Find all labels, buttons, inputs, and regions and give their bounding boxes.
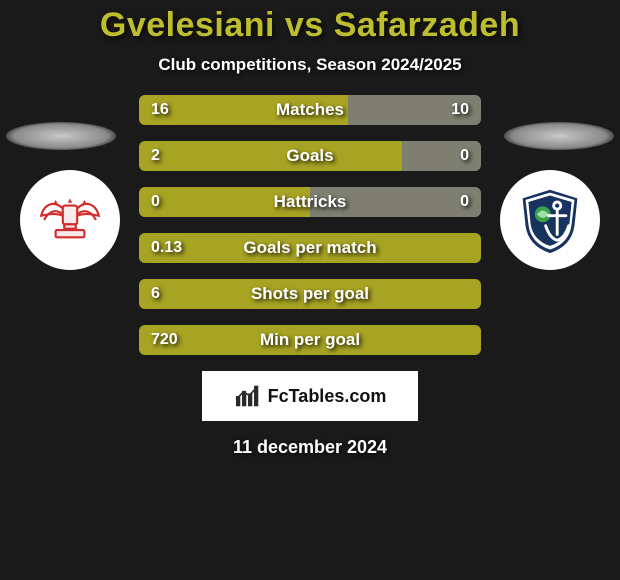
- stat-bar-row: Hattricks00: [139, 187, 481, 217]
- bar-chart-icon: [234, 384, 262, 408]
- stat-bar-row: Matches1610: [139, 95, 481, 125]
- stat-bar-right: [310, 187, 481, 217]
- page-title: Gvelesiani vs Safarzadeh: [0, 6, 620, 45]
- stat-bar-row: Goals per match0.13: [139, 233, 481, 263]
- stat-bar-left: [139, 325, 481, 355]
- stat-bar-right: [402, 141, 481, 171]
- stat-bar-row: Goals20: [139, 141, 481, 171]
- bar-list: Matches1610 Goals20 Hattricks00 Goals per m…: [139, 95, 481, 355]
- stat-bar-left: [139, 279, 481, 309]
- stat-bar-right: [348, 95, 481, 125]
- subtitle: Club competitions, Season 2024/2025: [0, 55, 620, 75]
- brand-text: FcTables.com: [268, 386, 387, 407]
- stat-bar-left: [139, 187, 310, 217]
- stat-bar-row: Min per goal720: [139, 325, 481, 355]
- stat-bar-left: [139, 141, 402, 171]
- stat-bar-left: [139, 233, 481, 263]
- comparison-chart: Matches1610 Goals20 Hattricks00 Goals per m…: [0, 95, 620, 458]
- stat-bar-row: Shots per goal6: [139, 279, 481, 309]
- date-text: 11 december 2024: [0, 437, 620, 458]
- stat-bar-left: [139, 95, 348, 125]
- brand-box: FcTables.com: [202, 371, 418, 421]
- infographic-container: Gvelesiani vs Safarzadeh Club competitio…: [0, 0, 620, 580]
